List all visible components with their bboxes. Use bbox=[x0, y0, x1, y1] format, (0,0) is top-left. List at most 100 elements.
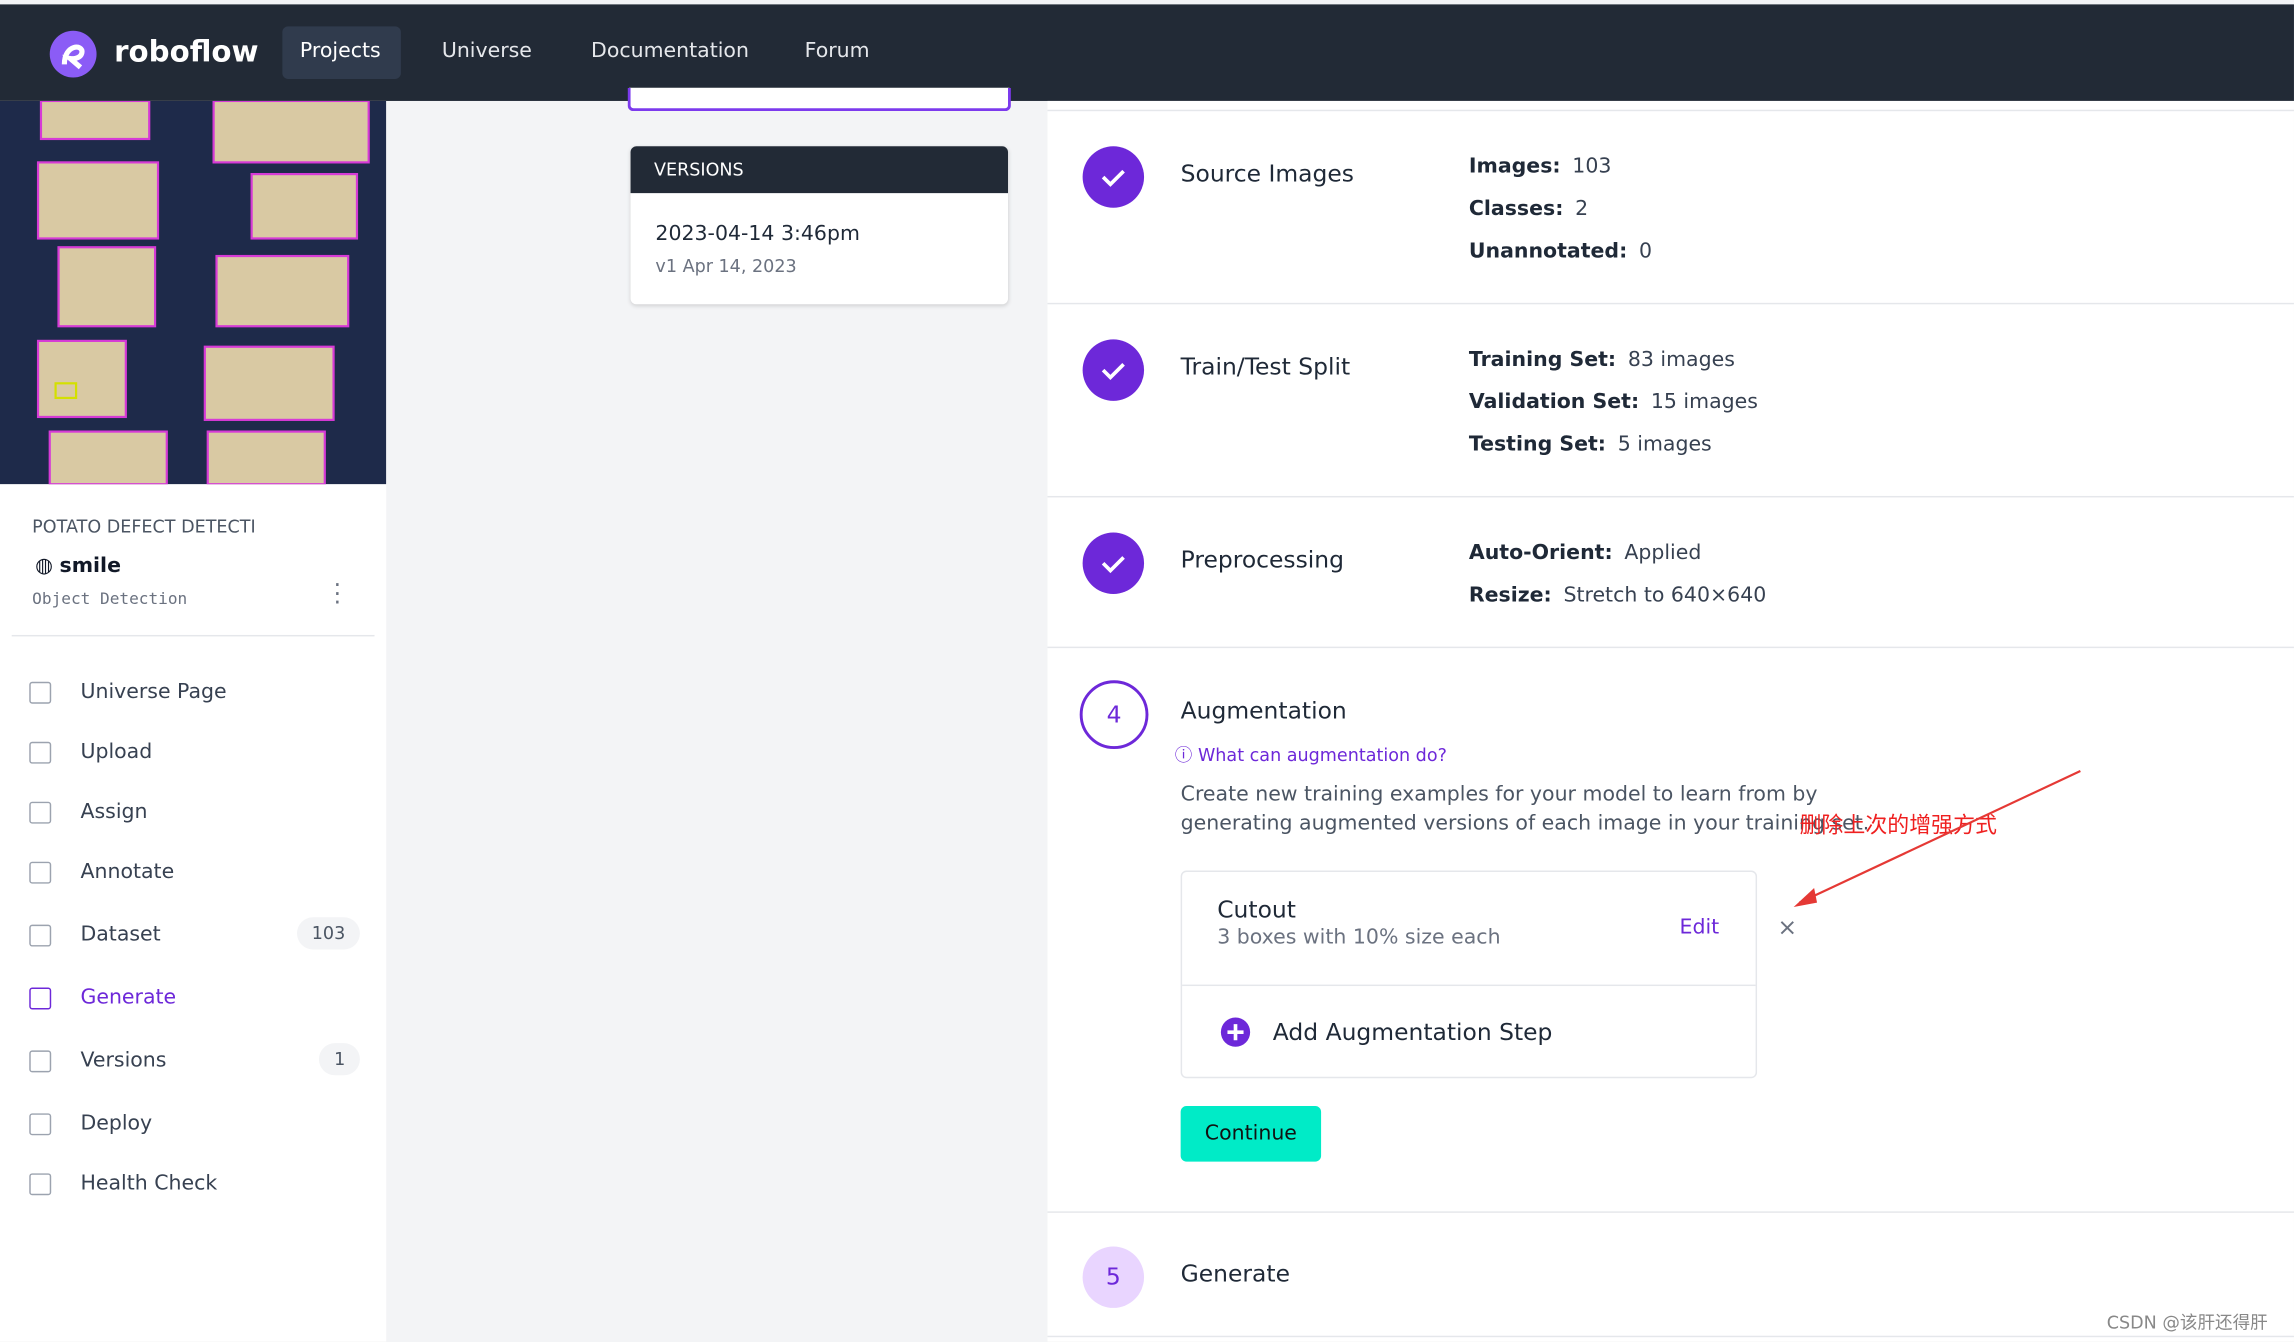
brand: roboflow bbox=[114, 33, 259, 69]
detail-value: 0 bbox=[1638, 239, 1653, 264]
nav-link[interactable]: Universe bbox=[441, 39, 532, 63]
watermark: CSDN @该肝还得肝 bbox=[2106, 1312, 2268, 1333]
add-icon[interactable] bbox=[1220, 1017, 1251, 1048]
step-title: Train/Test Split bbox=[1180, 352, 1351, 381]
count-badge: 1 bbox=[319, 1043, 360, 1076]
section-divider bbox=[1047, 302, 2294, 305]
detail-value: 83 images bbox=[1627, 348, 1735, 372]
step-title: Source Images bbox=[1180, 159, 1354, 188]
detail-label: Testing Set: bbox=[1468, 433, 1607, 457]
detail-label: Training Set: bbox=[1468, 348, 1617, 372]
step-detail: Unannotated: 0 bbox=[1469, 240, 1652, 263]
step-detail: Training Set: 83 images bbox=[1469, 348, 1735, 371]
menu-icon bbox=[29, 986, 52, 1009]
step-detail: Resize: Stretch to 640×640 bbox=[1469, 584, 1766, 607]
project-name: POTATO DEFECT DETECTI bbox=[32, 516, 256, 537]
detail-value: 15 images bbox=[1650, 390, 1758, 415]
augmentation-name: Cutout bbox=[1217, 895, 1296, 924]
menu-item[interactable]: Upload bbox=[29, 740, 152, 769]
version-name[interactable]: 2023-04-14 3:46pm bbox=[655, 222, 860, 246]
menu-item[interactable]: Generate bbox=[29, 986, 176, 1015]
annotation-arrow bbox=[1793, 770, 2081, 908]
detail-label: Validation Set: bbox=[1468, 390, 1640, 415]
detail-value: Stretch to 640×640 bbox=[1563, 583, 1767, 608]
menu-label[interactable]: Dataset bbox=[80, 923, 161, 947]
nav-link[interactable]: Documentation bbox=[591, 39, 749, 63]
menu-icon bbox=[29, 741, 52, 763]
section-divider bbox=[1047, 495, 2294, 498]
detail-label: Auto-Orient: bbox=[1468, 541, 1613, 565]
description: Create new training examples for your mo… bbox=[1180, 782, 1870, 836]
menu-icon bbox=[29, 681, 52, 703]
menu-icon bbox=[29, 1049, 52, 1072]
menu-item[interactable]: Assign bbox=[29, 800, 148, 829]
divider bbox=[11, 634, 375, 637]
step-number: 5 bbox=[1082, 1246, 1145, 1308]
section-divider bbox=[1047, 109, 2294, 112]
menu-label[interactable]: Annotate bbox=[80, 860, 175, 884]
nav-link[interactable]: Forum bbox=[804, 39, 870, 63]
detail-label: Classes: bbox=[1468, 197, 1564, 221]
sidebar: POTATO DEFECT DETECTI ◍ smile Object Det… bbox=[0, 100, 387, 1342]
step-detail: Images: 103 bbox=[1469, 155, 1612, 178]
step-number: 4 bbox=[1079, 680, 1149, 750]
add-step[interactable]: Add Augmentation Step bbox=[1272, 1018, 1553, 1047]
help-text[interactable]: What can augmentation do? bbox=[1197, 744, 1447, 766]
menu-item[interactable]: Versions bbox=[29, 1049, 166, 1078]
menu-label[interactable]: Assign bbox=[80, 800, 148, 824]
augmentation-desc: 3 boxes with 10% size each bbox=[1217, 926, 1501, 950]
menu-item[interactable]: Universe Page bbox=[29, 680, 227, 709]
logo bbox=[49, 30, 97, 78]
step-detail: Testing Set: 5 images bbox=[1469, 433, 1712, 456]
remove-button[interactable]: × bbox=[1777, 912, 1798, 941]
menu-icon bbox=[29, 860, 52, 883]
workspace-name: smile bbox=[59, 554, 121, 578]
menu-icon bbox=[29, 1112, 52, 1135]
menu-label[interactable]: Health Check bbox=[80, 1171, 218, 1196]
menu-item[interactable]: Annotate bbox=[29, 860, 174, 889]
menu-icon bbox=[29, 1172, 52, 1195]
section-divider bbox=[1047, 1211, 2294, 1213]
step-title: Preprocessing bbox=[1180, 545, 1345, 574]
menu-label[interactable]: Upload bbox=[80, 740, 153, 764]
menu-label[interactable]: Universe Page bbox=[80, 680, 227, 704]
detail-value: Applied bbox=[1624, 541, 1702, 565]
detail-value: 103 bbox=[1572, 155, 1612, 179]
nav-link[interactable]: Projects bbox=[299, 39, 381, 63]
detail-value: 2 bbox=[1575, 197, 1589, 221]
help-link[interactable]: ⓘ What can augmentation do? bbox=[1174, 744, 1447, 766]
menu-icon bbox=[29, 923, 52, 946]
menu-label[interactable]: Deploy bbox=[80, 1111, 153, 1136]
menu-item[interactable]: Deploy bbox=[29, 1112, 152, 1141]
step-detail: Classes: 2 bbox=[1469, 198, 1588, 221]
menu-item[interactable]: Dataset bbox=[29, 923, 161, 952]
detail-label: Resize: bbox=[1468, 583, 1552, 608]
menu-label[interactable]: Generate bbox=[80, 986, 177, 1010]
step-title: Generate bbox=[1180, 1259, 1290, 1288]
workspace: ◍ smile bbox=[35, 554, 121, 578]
menu-item[interactable]: Health Check bbox=[29, 1172, 217, 1201]
augmentation-list bbox=[1180, 870, 1758, 1079]
project-thumbnail bbox=[0, 100, 387, 485]
step-check bbox=[1082, 146, 1145, 208]
continue-button[interactable]: Continue bbox=[1180, 1106, 1322, 1162]
versions-card: VERSIONS 2023-04-14 3:46pm v1 Apr 14, 20… bbox=[630, 146, 1009, 305]
step-title: Augmentation bbox=[1180, 696, 1347, 725]
detail-value: 5 images bbox=[1617, 433, 1712, 457]
card-edge bbox=[627, 87, 1011, 112]
step-detail: Auto-Orient: Applied bbox=[1469, 541, 1702, 564]
top-bar: roboflow Projects Universe Documentation Fo… bbox=[0, 4, 2294, 101]
section-divider bbox=[1047, 1335, 2294, 1338]
menu-icon bbox=[29, 800, 52, 823]
step-detail: Validation Set: 15 images bbox=[1469, 391, 1758, 414]
step-check bbox=[1082, 532, 1145, 594]
section-divider bbox=[1047, 646, 2294, 649]
menu-label[interactable]: Versions bbox=[80, 1048, 167, 1073]
versions-header: VERSIONS bbox=[653, 159, 744, 180]
detail-label: Unannotated: bbox=[1468, 239, 1628, 264]
edit-button[interactable]: Edit bbox=[1679, 915, 1720, 940]
more-button[interactable]: · · · bbox=[333, 570, 342, 616]
version-date: v1 Apr 14, 2023 bbox=[655, 256, 797, 277]
nav-active-bg bbox=[282, 26, 401, 80]
